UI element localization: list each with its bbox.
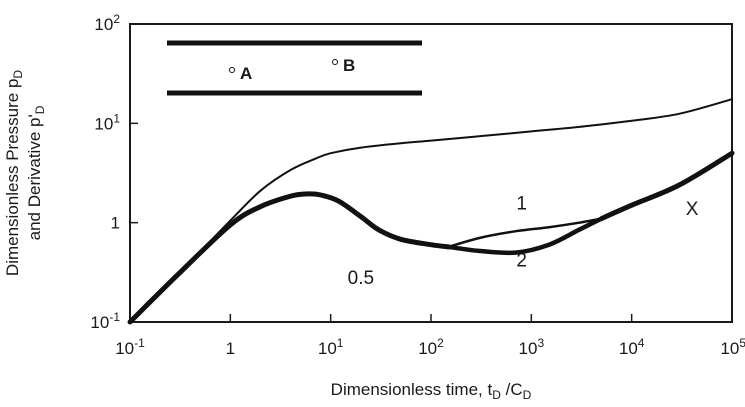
- annotation-layer: 1 2 0.5 X: [348, 194, 699, 290]
- pressure-curve: [129, 98, 733, 323]
- y-tick-label: 101: [94, 111, 120, 133]
- derivative-branch-2: [446, 216, 604, 256]
- derivative-curve: [599, 150, 735, 222]
- tick-marks: [130, 122, 633, 322]
- reservoir-inset: A B: [167, 40, 422, 96]
- y-axis-title: Dimensionless Pressure pD: [3, 70, 25, 276]
- well-a-marker: [229, 67, 235, 73]
- y-tick-label: 102: [94, 12, 120, 34]
- y-tick-labels: 10-1 1 101 102: [90, 12, 120, 332]
- x-tick-label: 10-1: [115, 336, 145, 358]
- well-b-label: B: [343, 56, 355, 75]
- x-tick-labels: 10-1 1 101 102 103 104 105: [115, 336, 745, 358]
- series-layer: [127, 98, 735, 325]
- x-tick-label: 1: [226, 339, 235, 358]
- x-tick-label: 105: [720, 336, 745, 358]
- x-tick-label: 102: [418, 336, 444, 358]
- derivative-curve: [127, 191, 452, 325]
- annotation-label: 2: [516, 251, 527, 272]
- y-tick-label: 1: [111, 214, 120, 233]
- y-tick-label: 10-1: [90, 310, 120, 332]
- x-axis-title: Dimensionless time, tD /CD: [331, 380, 532, 402]
- annotation-label: 0.5: [348, 268, 374, 289]
- x-tick-label: 104: [619, 336, 645, 358]
- annotation-label: X: [686, 199, 699, 220]
- well-b-marker: [332, 59, 338, 65]
- derivative-branch-1: [447, 217, 603, 249]
- plot-frame: [129, 23, 733, 323]
- x-tick-label: 103: [519, 336, 545, 358]
- well-a-label: A: [240, 64, 252, 83]
- annotation-label: 1: [516, 194, 527, 215]
- y-axis-title-line2: and Derivative p'D: [25, 105, 47, 240]
- x-tick-label: 101: [318, 336, 344, 358]
